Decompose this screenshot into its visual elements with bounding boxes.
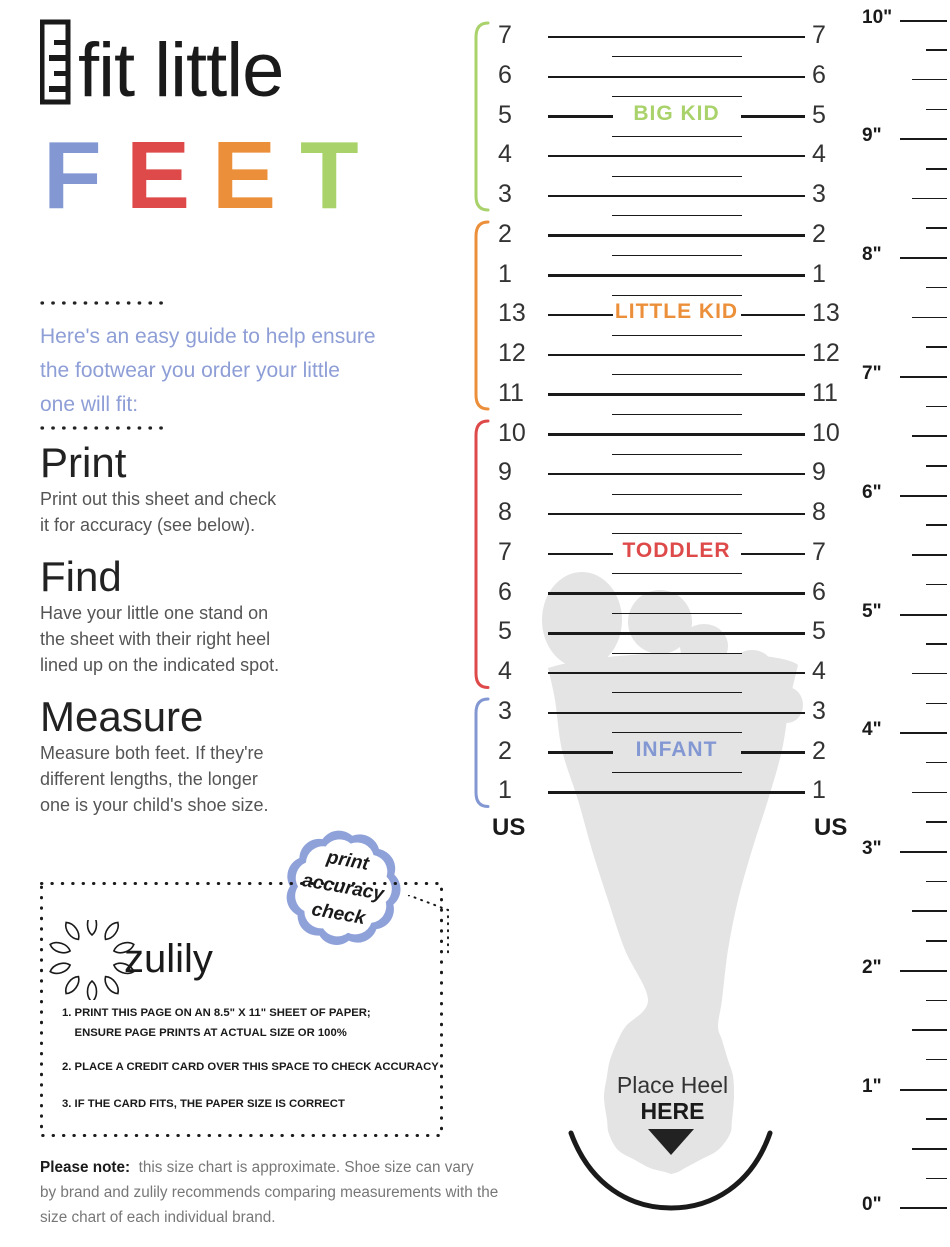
svg-text:zulily: zulily [124,937,213,981]
